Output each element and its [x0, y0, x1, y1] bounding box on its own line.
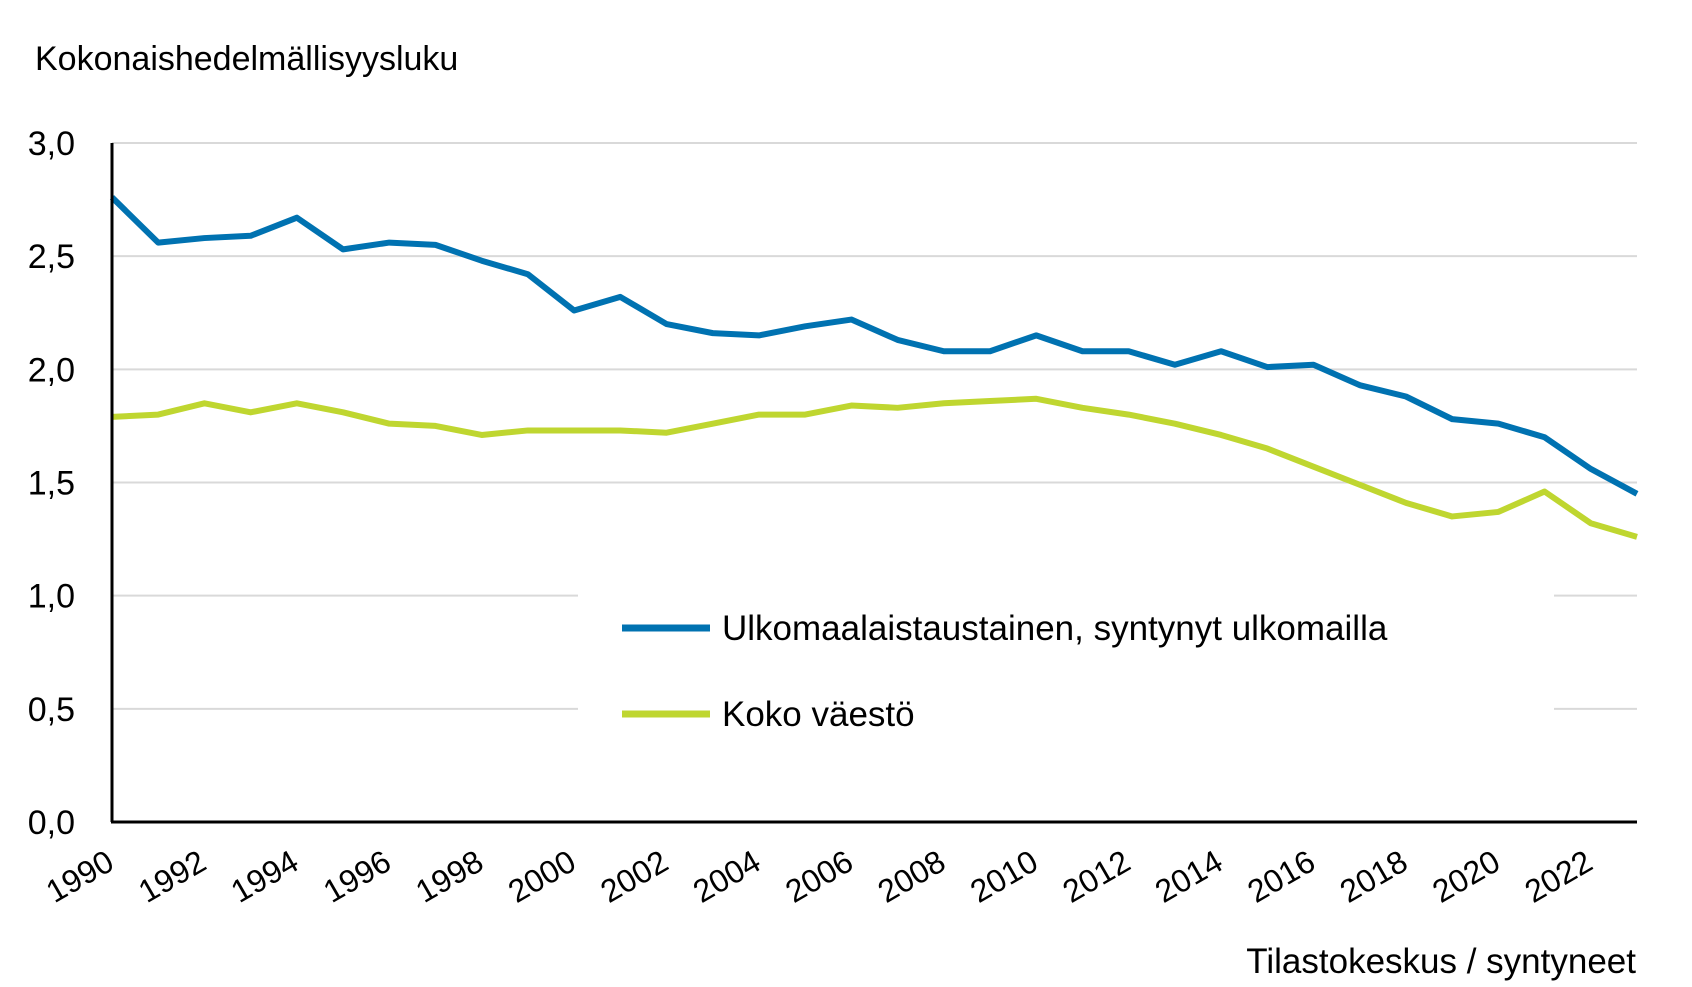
x-tick-label: 2018 — [1334, 843, 1414, 910]
x-tick-label: 2020 — [1426, 843, 1506, 910]
y-tick-label: 2,5 — [28, 238, 75, 276]
x-tick-label: 2016 — [1241, 843, 1321, 910]
x-tick-label: 2002 — [594, 843, 674, 910]
x-tick-label: 2004 — [687, 843, 767, 910]
series-lines — [109, 195, 1639, 540]
legend: Ulkomaalaistaustainen, syntynyt ulkomail… — [622, 609, 1388, 734]
legend-label-whole-population: Koko väestö — [722, 695, 915, 734]
x-tick-label: 1996 — [317, 843, 397, 910]
x-tick-label: 2008 — [872, 843, 952, 910]
x-tick-label: 2000 — [502, 843, 582, 910]
source-note: Tilastokeskus / syntyneet — [1246, 942, 1636, 981]
x-tick-label: 2022 — [1519, 843, 1599, 910]
legend-background — [578, 592, 1554, 738]
y-axis-title: Kokonaishedelmällisyysluku — [35, 40, 458, 78]
x-tick-label: 2006 — [779, 843, 859, 910]
series-line-0 — [109, 195, 1639, 497]
y-tick-label: 1,5 — [28, 465, 75, 503]
x-tick-labels: 1990 1992 1994 1996 1998 2000 2002 2004 2006 2008… — [40, 843, 1598, 910]
x-tick-label: 1994 — [225, 843, 305, 910]
y-tick-label: 3,0 — [28, 125, 75, 163]
y-tick-labels: 0,0 0,5 1,0 1,5 2,0 2,5 3,0 — [28, 125, 75, 842]
series-line-1 — [111, 395, 1638, 540]
x-tick-label: 1990 — [40, 843, 120, 910]
y-tick-label: 0,5 — [28, 691, 75, 729]
x-tick-label: 2010 — [964, 843, 1044, 910]
y-tick-label: 0,0 — [28, 804, 75, 842]
x-tick-label: 2014 — [1149, 843, 1229, 910]
x-tick-label: 2012 — [1057, 843, 1137, 910]
legend-label-foreign-born: Ulkomaalaistaustainen, syntynyt ulkomail… — [722, 609, 1388, 648]
y-tick-label: 1,0 — [28, 578, 75, 616]
y-tick-label: 2,0 — [28, 351, 75, 389]
x-tick-label: 1998 — [410, 843, 490, 910]
x-tick-label: 1992 — [132, 843, 212, 910]
